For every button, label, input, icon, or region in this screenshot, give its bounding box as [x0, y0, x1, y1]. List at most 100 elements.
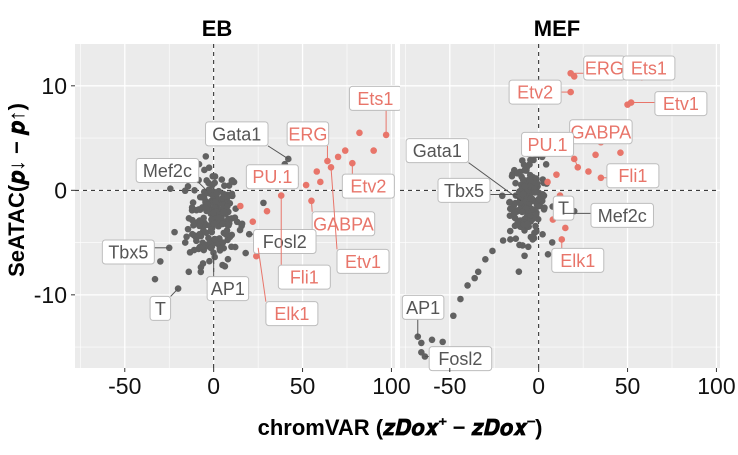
point-label-mef2c: Mef2c	[135, 157, 207, 191]
point-label-fli1: Fli1	[600, 163, 660, 189]
x-tick-label: 0	[207, 373, 220, 399]
label-box	[401, 294, 445, 320]
label-text: T	[558, 199, 569, 219]
data-point-other	[548, 239, 556, 246]
label-text: GABPA	[313, 214, 374, 234]
data-point-other	[474, 268, 482, 276]
data-point-other	[519, 190, 527, 198]
data-point-other	[228, 190, 236, 198]
data-point-other	[188, 204, 196, 211]
data-point-other	[189, 199, 197, 206]
data-point-other	[515, 268, 523, 275]
data-point-highlight	[341, 147, 349, 154]
y-tick-label: 10	[41, 73, 67, 99]
data-point-other	[193, 237, 200, 245]
point-label-mef2c: Mef2c	[563, 202, 654, 228]
label-box	[552, 195, 575, 221]
data-point-other	[510, 210, 518, 217]
data-point-other	[506, 199, 513, 206]
point-label-elk1: Elk1	[257, 247, 319, 327]
data-point-highlight	[544, 178, 551, 186]
point-label-fosl2: Fosl2	[249, 229, 317, 255]
data-point-other	[471, 274, 478, 282]
data-point-other	[218, 176, 226, 183]
data-point-other	[202, 229, 210, 236]
point-label-pu1: PU.1	[521, 131, 579, 168]
data-point-other	[190, 221, 197, 229]
points-eb	[151, 129, 390, 292]
data-point-other	[223, 227, 231, 234]
label-box	[286, 121, 330, 147]
data-point-other	[215, 214, 223, 222]
point-label-fosl2: Fosl2	[424, 346, 493, 372]
label-text: Fli1	[290, 268, 319, 288]
data-point-other	[219, 220, 226, 228]
data-point-other	[191, 187, 198, 194]
data-point-other	[523, 220, 531, 228]
data-point-other	[196, 243, 204, 251]
point-label-gata1: Gata1	[205, 121, 289, 160]
data-point-other	[482, 256, 489, 263]
data-point-other	[519, 176, 527, 183]
point-label-pu1: PU.1	[245, 164, 299, 190]
data-point-other	[242, 249, 249, 257]
point-label-ets1: Ets1	[622, 55, 676, 81]
y-axis-title: SeATAC(𝒑↓ − 𝒑↑)	[4, 103, 30, 277]
data-point-other	[199, 260, 207, 267]
label-box	[606, 163, 660, 189]
labels-eb: Ets1 Gata1 ERG Mef2c PU.1 Etv2 GABPA Fosl2 Etv1 T…	[101, 85, 402, 327]
data-point-other	[506, 227, 514, 235]
x-tick-label: 50	[615, 373, 641, 399]
label-leader-line	[198, 182, 207, 191]
label-leader-line	[330, 167, 338, 250]
panel-title-mef: MEF	[534, 16, 580, 41]
data-point-other	[238, 220, 246, 228]
data-point-other	[544, 251, 552, 258]
data-point-other	[190, 246, 198, 254]
label-text: AP1	[211, 279, 245, 299]
data-point-other	[189, 216, 196, 224]
data-point-other	[533, 180, 541, 187]
data-point-highlight	[370, 147, 377, 154]
label-text: Tbx5	[444, 181, 484, 201]
label-text: Gata1	[413, 141, 462, 161]
label-box	[428, 346, 493, 372]
data-point-highlight	[263, 207, 271, 215]
data-point-other	[157, 258, 164, 265]
data-point-highlight	[553, 171, 560, 178]
data-point-other	[527, 156, 534, 164]
data-point-other	[533, 228, 540, 235]
data-point-highlight	[237, 202, 244, 210]
data-point-highlight	[356, 129, 363, 137]
data-point-other	[521, 167, 528, 174]
point-label-t: T	[149, 288, 179, 321]
label-box	[508, 79, 562, 105]
label-text: Etv2	[517, 83, 553, 103]
data-point-other	[167, 185, 174, 193]
data-point-other	[532, 222, 539, 230]
y-ticks: 10 0 -10	[34, 73, 75, 308]
data-point-other	[516, 199, 524, 206]
data-point-highlight	[585, 168, 592, 175]
data-point-other	[201, 166, 208, 174]
point-label-etv2: Etv2	[341, 163, 395, 199]
point-label-ap1: AP1	[206, 253, 250, 302]
data-point-other	[224, 203, 231, 210]
label-text: Etv1	[345, 252, 381, 272]
label-box	[101, 239, 155, 265]
data-point-other	[514, 220, 521, 228]
data-point-other	[521, 252, 528, 260]
data-point-other	[457, 295, 464, 303]
label-box	[405, 138, 470, 164]
label-text: Fosl2	[438, 349, 482, 369]
data-point-other	[203, 177, 210, 184]
data-point-other	[542, 161, 550, 168]
data-point-other	[216, 245, 224, 252]
x-tick-label: -50	[433, 373, 466, 399]
data-point-other	[464, 282, 471, 289]
data-point-other	[526, 175, 533, 183]
point-label-ets1: Ets1	[348, 85, 402, 135]
data-point-highlight	[617, 149, 624, 156]
label-text: Elk1	[274, 304, 309, 324]
